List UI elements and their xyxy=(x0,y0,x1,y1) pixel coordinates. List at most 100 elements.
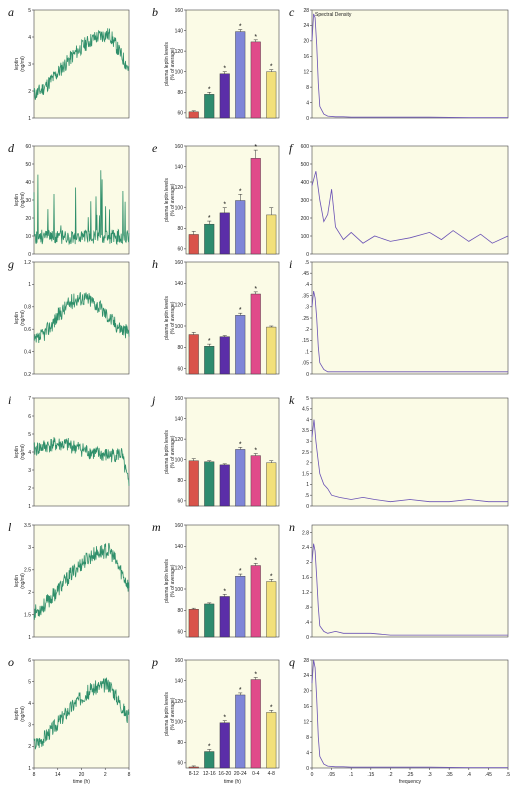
panel-k-spec-ytick-label: .5 xyxy=(305,493,309,499)
panel-i-spec-ytick-label: .2 xyxy=(305,327,309,333)
panel-e-bar-ytick-label: 100 xyxy=(175,206,184,212)
panel-b-bar-ylabel: plasma leptin levels(% of average) xyxy=(164,42,176,86)
panel-k-spec-ytick-label: 2.5 xyxy=(302,450,309,456)
panel-k-spec-ytick-label: 1.5 xyxy=(302,471,309,477)
panel-q-spec-ytick-label: 12 xyxy=(303,720,309,726)
panel-f-spec-ytick-label: 400 xyxy=(301,180,310,186)
panel-g-line-ylabel-line: (ng/ml) xyxy=(20,310,26,326)
panel-q-spec-ytick-label: 20 xyxy=(303,689,309,695)
panel-m-bar-letter: m xyxy=(152,520,161,534)
panel-c-spec-ytick-label: 28 xyxy=(303,8,309,14)
panel-b-bar-bar-4-8 xyxy=(266,71,277,119)
panel-k-spec-series-line xyxy=(311,419,508,503)
panel-q-spec-xtick-label: 0 xyxy=(311,772,314,778)
panel-k-spec-letter: k xyxy=(289,393,295,407)
panel-b-bar-bar-16-20 xyxy=(219,73,230,119)
panel-k-spec-ytick-label: 4 xyxy=(306,417,309,423)
panel-c-spec-ytick-label: 8 xyxy=(306,85,309,91)
panel-a-line: a 1 2 3 4 5 leptin(ng/ml) xyxy=(8,5,130,122)
panel-h-bar-ytick-label: 140 xyxy=(175,281,184,287)
panel-a-line-series-line xyxy=(33,28,130,100)
panel-i-spec-plot-area xyxy=(311,261,509,375)
panel-b-bar-ytick-label: 140 xyxy=(175,28,184,34)
panel-h-bar-significance-star: * xyxy=(239,307,242,314)
panel-c-spec-ytick-label: 4 xyxy=(306,100,309,106)
panel-l-line-ytick-label: 3.5 xyxy=(24,523,31,529)
panel-m-bar-significance-star: * xyxy=(254,557,257,564)
panel-o-line-xtick-label: 20 xyxy=(79,772,85,778)
panel-p-bar: p 60 80 100 120 140 160 plasma leptin levels(% … xyxy=(151,655,280,785)
panel-k-spec-ytick-label: 2 xyxy=(306,461,309,467)
panel-j-bar-bar-8-12 xyxy=(188,460,199,507)
panel-f-spec-ytick-label: 600 xyxy=(301,144,310,150)
panel-o-line-ylabel-line: (ng/ml) xyxy=(20,706,26,722)
panel-i-spec-ytick-label: .15 xyxy=(302,338,309,344)
panel-d-line: d 0 10 20 30 40 50 60 leptin(ng/ml) xyxy=(8,141,130,258)
panel-i-line-ylabel-line: (ng/ml) xyxy=(20,444,26,460)
panel-q-spec-ytick-label: 8 xyxy=(306,735,309,741)
panel-g-line-ytick-label: 0.8 xyxy=(24,305,31,311)
panel-g-line-ytick-label: 1 xyxy=(28,282,31,288)
panel-q-spec-xtick-label: .2 xyxy=(388,772,392,778)
panel-e-bar-bar-4-8 xyxy=(266,214,277,255)
panel-a-line-letter: a xyxy=(8,5,14,19)
panel-k-spec-ytick-label: 3.5 xyxy=(302,428,309,434)
panel-d-line-ytick-label: 10 xyxy=(25,234,31,240)
panel-i-line-ytick-label: 4 xyxy=(28,450,31,456)
panel-p-bar-ytick-label: 60 xyxy=(177,761,183,767)
panel-p-bar-ytick-label: 100 xyxy=(175,720,184,726)
panel-n-spec-ytick-label: .4 xyxy=(305,620,309,626)
panel-q-spec-xtick-label: .5 xyxy=(506,772,510,778)
panel-i-line-ytick-label: 7 xyxy=(28,396,31,402)
panel-o-line-xtick-label: 8 xyxy=(128,772,131,778)
panel-e-bar-ylabel: plasma leptin levels(% of average) xyxy=(164,178,176,222)
panel-j-bar-ytick-label: 160 xyxy=(175,396,184,402)
panel-j-bar-bar-16-20 xyxy=(219,464,230,507)
panel-p-bar-category-label: 0-4 xyxy=(252,771,259,777)
panel-i-line-letter: i xyxy=(8,393,11,407)
panel-j-bar-ytick-label: 100 xyxy=(175,458,184,464)
panel-i-spec-series-line xyxy=(311,291,508,373)
panel-j-bar-ytick-label: 60 xyxy=(177,499,183,505)
panel-d-line-letter: d xyxy=(8,141,15,155)
panel-b-bar-bar-0-4 xyxy=(250,41,261,119)
panel-o-line-ytick-label: 2 xyxy=(28,744,31,750)
panel-e-bar-ylabel-line: (% of average) xyxy=(170,183,176,216)
panel-q-spec-xtick-label: .4 xyxy=(467,772,471,778)
panel-i-spec-ytick-label: .5 xyxy=(305,260,309,266)
panel-p-bar-ylabel-line: (% of average) xyxy=(170,697,176,730)
panel-o-line-series-line xyxy=(33,677,130,750)
panel-e-bar-ytick-label: 160 xyxy=(175,144,184,150)
panel-b-bar-significance-star: * xyxy=(254,34,257,41)
panel-p-bar-ytick-label: 140 xyxy=(175,678,184,684)
panel-n-spec-ytick-label: 1.6 xyxy=(302,575,309,581)
panel-h-bar-bar-8-12 xyxy=(188,334,199,375)
panel-d-line-plot-area xyxy=(33,145,130,255)
panel-i-line-series-line xyxy=(33,437,130,486)
panel-m-bar-bar-20-24 xyxy=(235,576,246,638)
panel-e-bar-bar-20-24 xyxy=(235,200,246,255)
panel-o-line-ytick-label: 4 xyxy=(28,701,31,707)
panel-h-bar-significance-star: * xyxy=(254,286,257,293)
panel-g-line-ytick-label: 0.2 xyxy=(24,372,31,378)
panel-g-line-ytick-label: 0.6 xyxy=(24,327,31,333)
panel-h-bar-ytick-label: 120 xyxy=(175,302,184,308)
panel-d-line-ytick-label: 0 xyxy=(28,252,31,258)
panel-h-bar-ylabel-line: (% of average) xyxy=(170,301,176,334)
panel-b-bar-bar-8-12 xyxy=(188,111,199,119)
panel-j-bar-letter: j xyxy=(150,393,156,407)
panel-g-line-ytick-label: 1.2 xyxy=(24,260,31,266)
panel-p-bar-ytick-label: 120 xyxy=(175,699,184,705)
panel-f-spec-series-line xyxy=(311,171,509,244)
panel-l-line-ylabel-line: leptin xyxy=(14,575,20,587)
panel-q-spec-ytick-label: 4 xyxy=(306,750,309,756)
panel-p-bar-significance-star: * xyxy=(223,715,226,722)
panel-i-line-ylabel: leptin(ng/ml) xyxy=(14,444,26,460)
panel-i-spec-ytick-label: .25 xyxy=(302,316,309,322)
panel-i-spec-ytick-label: .05 xyxy=(302,361,309,367)
panel-m-bar-ytick-label: 60 xyxy=(177,629,183,635)
panel-h-bar-bar-20-24 xyxy=(235,315,246,375)
panel-q-spec-xtick-label: .25 xyxy=(407,772,414,778)
panel-c-spec-ytick-label: 0 xyxy=(306,116,309,122)
panel-n-spec-ytick-label: 2.4 xyxy=(302,545,309,551)
